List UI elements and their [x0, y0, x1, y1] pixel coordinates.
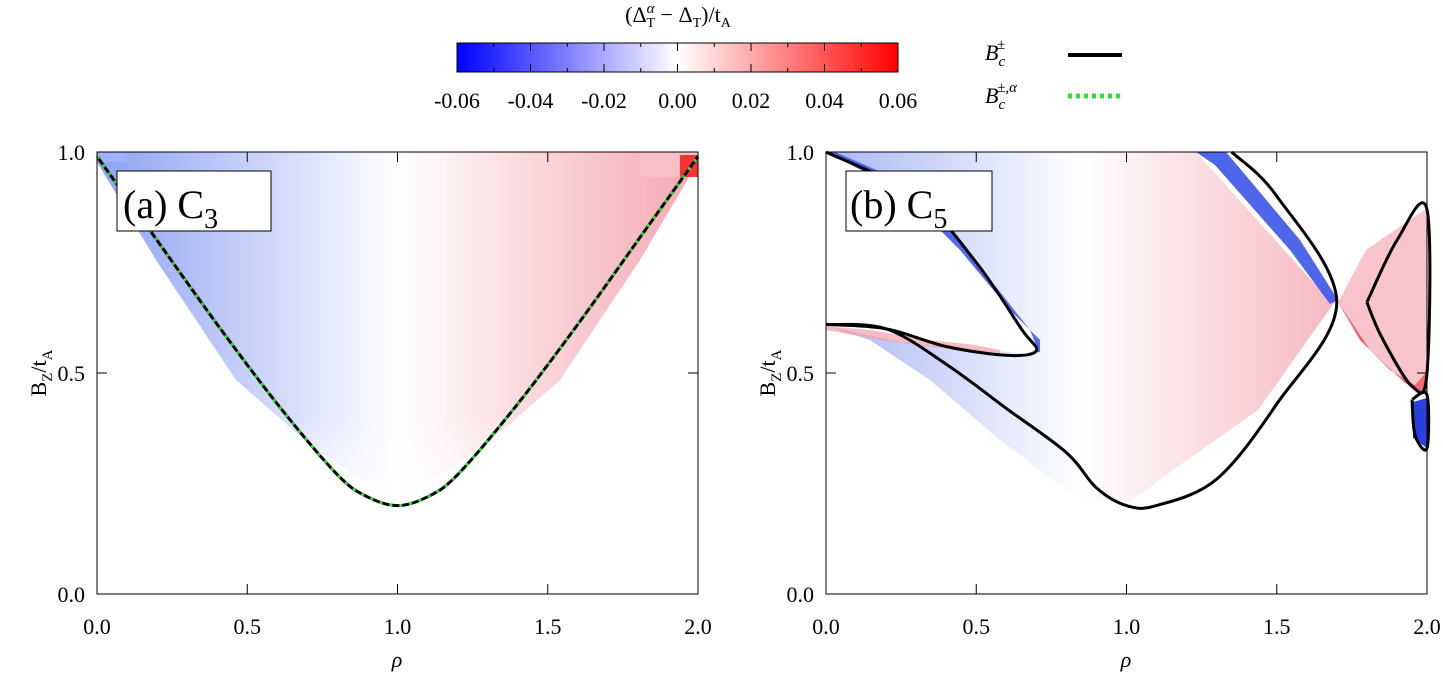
- panel-a-axes: 0.0 0.5 1.0 1.5 2.0 0.0 0.5 1.0: [58, 140, 712, 639]
- x-tick-label: 1.0: [1113, 614, 1141, 639]
- panel-b-heatmap: [826, 152, 1427, 502]
- colorbar-ticks: -0.06 -0.04 -0.02 0.00 0.02 0.04 0.06: [434, 43, 917, 113]
- panel-b-axes: 0.0 0.5 1.0 1.5 2.0 0.0 0.5 1.0: [787, 140, 1441, 639]
- y-tick-label: 0.5: [787, 361, 815, 386]
- legend-label-bc-alpha: Bc±,α: [985, 80, 1018, 113]
- y-tick-label: 0.0: [787, 582, 815, 607]
- colorbar-tick-label: -0.06: [434, 88, 480, 113]
- x-tick-label: 1.5: [534, 614, 562, 639]
- legend-item-bc-alpha: Bc±,α: [985, 80, 1122, 113]
- panel-a-boundary-alpha: [95, 155, 700, 508]
- panel-b-ylabel: BZ/tA: [755, 349, 785, 396]
- colorbar-tick-label: 0.00: [658, 88, 697, 113]
- colorbar: (Δα T − ΔT)/tA -0.06 -0.04 -0.02 0.00 0.02 0.0…: [434, 1, 917, 113]
- panel-a: 0.0 0.5 1.0 1.5 2.0 0.0 0.5 1.0 (a) C3 ρ BZ/tA: [26, 140, 712, 672]
- legend-item-bc: Bc±: [985, 37, 1122, 70]
- panel-b-label: (b) C5: [850, 182, 947, 235]
- panel-a-heatmap: [97, 152, 698, 502]
- x-tick-label: 0.5: [963, 614, 991, 639]
- panel-a-label: (a) C3: [123, 182, 218, 235]
- x-tick-label: 1.0: [384, 614, 412, 639]
- colorbar-tick-label: -0.02: [581, 88, 627, 113]
- x-tick-label: 0.0: [812, 614, 840, 639]
- colorbar-tick-label: 0.02: [732, 88, 771, 113]
- panel-b-label-box: (b) C5: [845, 170, 993, 235]
- x-tick-label: 1.5: [1263, 614, 1291, 639]
- panel-a-ylabel: BZ/tA: [26, 349, 56, 396]
- x-tick-label: 0.5: [234, 614, 262, 639]
- legend: Bc± Bc±,α: [985, 37, 1122, 113]
- colorbar-title: (Δα T − ΔT)/tA: [625, 1, 732, 31]
- colorbar-tick-label: 0.06: [879, 88, 918, 113]
- y-tick-label: 1.0: [787, 140, 815, 165]
- panel-a-xlabel: ρ: [391, 647, 403, 672]
- panel-b: 0.0 0.5 1.0 1.5 2.0 0.0 0.5 1.0 (b) C5 ρ BZ/tA: [755, 140, 1441, 672]
- x-tick-label: 0.0: [83, 614, 111, 639]
- legend-label-bc: Bc±: [985, 37, 1005, 70]
- y-tick-label: 0.5: [58, 361, 86, 386]
- y-tick-label: 0.0: [58, 582, 86, 607]
- colorbar-tick-label: 0.04: [805, 88, 844, 113]
- x-tick-label: 2.0: [684, 614, 712, 639]
- panel-b-boundary-outer: [825, 150, 1339, 510]
- panel-a-label-box: (a) C3: [116, 170, 272, 235]
- x-tick-label: 2.0: [1413, 614, 1441, 639]
- y-tick-label: 1.0: [58, 140, 86, 165]
- panel-b-boundary-right-loop: [1365, 201, 1432, 395]
- colorbar-tick-label: -0.04: [508, 88, 554, 113]
- panel-b-xlabel: ρ: [1120, 647, 1132, 672]
